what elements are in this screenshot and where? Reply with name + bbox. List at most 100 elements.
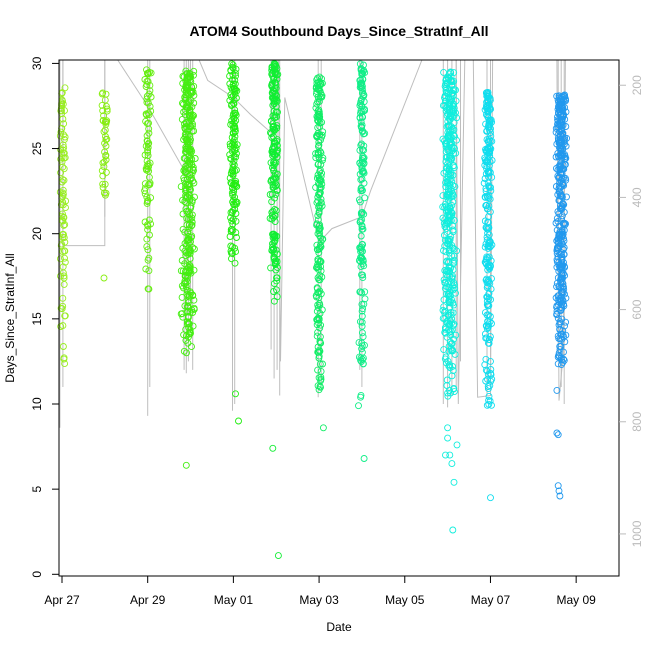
- data-point: [317, 290, 325, 298]
- data-point: [485, 121, 493, 129]
- data-point: [448, 78, 456, 86]
- data-point: [358, 211, 365, 219]
- data-point: [181, 130, 189, 138]
- data-point: [62, 197, 70, 205]
- data-point: [446, 338, 454, 346]
- data-point: [450, 245, 458, 253]
- data-point: [449, 108, 457, 116]
- data-point: [61, 107, 68, 115]
- data-point: [183, 290, 191, 298]
- data-point: [359, 333, 367, 341]
- data-point: [450, 119, 458, 127]
- data-point: [445, 347, 453, 355]
- data-point: [146, 87, 154, 95]
- data-point: [560, 208, 568, 216]
- data-point: [450, 101, 458, 109]
- y-tick-label: 20: [30, 227, 44, 241]
- data-point: [556, 492, 564, 500]
- data-point: [356, 146, 364, 154]
- data-point: [101, 96, 109, 104]
- data-point: [357, 232, 365, 240]
- data-point: [230, 96, 238, 104]
- data-point: [229, 215, 237, 223]
- data-point: [445, 249, 453, 257]
- data-point: [359, 360, 367, 368]
- data-point: [188, 343, 195, 351]
- data-point: [182, 91, 190, 99]
- data-point: [273, 293, 281, 301]
- data-point: [443, 225, 450, 233]
- data-point: [61, 247, 69, 255]
- data-point: [313, 285, 321, 293]
- data-point: [145, 111, 153, 119]
- data-point: [358, 124, 365, 132]
- data-point: [235, 417, 242, 425]
- data-point: [57, 169, 65, 177]
- data-point: [481, 309, 489, 317]
- data-point: [441, 82, 449, 90]
- data-point: [182, 118, 190, 126]
- data-point: [270, 122, 278, 130]
- data-point: [317, 238, 325, 246]
- data-point: [230, 123, 238, 131]
- data-point: [230, 140, 238, 148]
- data-point: [482, 224, 490, 231]
- data-point: [358, 108, 366, 116]
- data-point: [190, 245, 198, 253]
- data-point: [60, 213, 68, 221]
- data-point: [231, 133, 239, 141]
- data-point: [179, 99, 186, 107]
- data-point: [563, 193, 570, 201]
- data-point: [315, 319, 323, 327]
- data-point: [555, 321, 563, 329]
- data-point: [269, 207, 277, 215]
- data-point: [227, 226, 235, 234]
- data-point: [360, 142, 368, 150]
- data-point: [226, 151, 234, 159]
- data-point: [316, 301, 324, 309]
- data-point: [57, 201, 65, 209]
- data-point: [61, 133, 69, 141]
- data-point: [480, 179, 488, 187]
- data-point: [448, 81, 456, 89]
- data-point: [441, 102, 449, 109]
- data-point: [144, 152, 152, 159]
- y-tick-label: 30: [30, 56, 44, 70]
- data-point: [554, 431, 562, 439]
- data-point: [449, 367, 457, 374]
- data-point: [230, 161, 238, 169]
- data-point: [314, 261, 322, 268]
- data-point: [181, 120, 188, 128]
- data-point: [555, 182, 563, 190]
- data-point: [103, 105, 111, 113]
- data-point: [559, 327, 567, 335]
- data-point: [557, 190, 565, 198]
- data-point: [232, 390, 239, 398]
- data-point: [450, 321, 458, 329]
- data-point: [554, 239, 562, 246]
- data-point: [441, 279, 449, 286]
- data-point: [487, 494, 494, 502]
- data-point: [182, 252, 190, 260]
- data-point: [439, 135, 447, 143]
- data-point: [483, 102, 491, 110]
- data-point: [359, 225, 367, 233]
- data-point: [357, 100, 364, 107]
- data-point: [486, 318, 494, 326]
- y-tick-label: 5: [30, 485, 44, 492]
- data-point: [440, 296, 448, 304]
- x-tick-label: May 09: [556, 593, 596, 607]
- data-point: [144, 165, 152, 173]
- data-point: [183, 268, 190, 276]
- data-point: [319, 424, 327, 432]
- data-point: [444, 160, 451, 168]
- data-point: [180, 73, 188, 81]
- data-point: [316, 225, 324, 233]
- data-point: [557, 295, 564, 303]
- data-point: [270, 231, 278, 238]
- data-point: [443, 123, 451, 131]
- data-point: [269, 175, 277, 183]
- data-point: [359, 93, 367, 101]
- data-point: [269, 240, 276, 248]
- data-point: [271, 194, 279, 202]
